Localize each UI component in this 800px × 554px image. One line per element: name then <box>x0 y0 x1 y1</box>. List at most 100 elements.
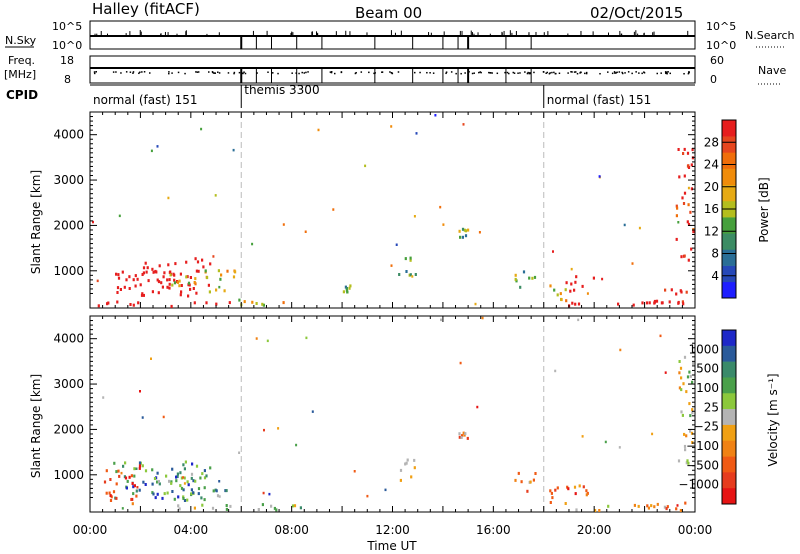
scatter-cell <box>682 202 686 205</box>
velocity-colorbar-swatch <box>722 409 736 426</box>
nave-point <box>129 71 132 73</box>
scatter-cell <box>109 478 112 481</box>
scatter-cell <box>317 128 320 132</box>
nave-point <box>616 71 618 74</box>
nave-point <box>508 72 510 75</box>
scatter-cell <box>666 505 669 509</box>
scatter-cell <box>162 415 165 419</box>
scatter-cell <box>170 480 173 484</box>
scatter-cell <box>653 299 657 303</box>
power-colorbar-swatch <box>722 136 736 153</box>
scatter-cell <box>664 288 667 292</box>
scatter-cell <box>688 370 691 374</box>
scatter-cell <box>574 492 577 496</box>
scatter-cell <box>263 428 265 432</box>
scatter-cell <box>251 300 254 304</box>
nave-point <box>95 71 97 73</box>
scatter-cell <box>208 290 211 294</box>
nave-point <box>548 72 551 75</box>
scatter-cell <box>533 275 537 279</box>
scatter-cell <box>413 466 416 470</box>
scatter-cell <box>224 489 227 493</box>
scatter-cell <box>136 277 139 281</box>
scatter-cell <box>681 300 684 304</box>
scatter-cell <box>144 261 147 265</box>
scatter-cell <box>262 303 265 307</box>
scatter-cell <box>582 485 585 489</box>
scatter-cell <box>118 214 121 218</box>
scatter-cell <box>215 489 218 493</box>
velocity-colorbar-swatch <box>722 456 736 473</box>
scatter-cell <box>526 489 529 493</box>
scatter-cell <box>125 278 128 282</box>
scatter-cell <box>186 480 189 484</box>
scatter-cell <box>685 290 688 294</box>
scatter-cell <box>219 277 222 281</box>
scatter-cell <box>189 287 192 291</box>
scatter-cell <box>467 228 470 232</box>
scatter-cell <box>277 427 280 430</box>
scatter-cell <box>203 469 206 473</box>
scatter-cell <box>238 451 241 454</box>
scatter-cell <box>691 408 694 412</box>
scatter-cell <box>177 495 180 499</box>
scatter-cell <box>107 301 110 305</box>
scatter-cell <box>481 316 484 320</box>
scatter-cell <box>390 125 393 128</box>
nave-point <box>217 71 219 73</box>
y-tick-label: 1000 <box>53 468 84 482</box>
nave-point <box>504 71 506 74</box>
nave-point <box>580 71 582 74</box>
scatter-cell <box>225 504 228 507</box>
scatter-cell <box>121 270 124 274</box>
scatter-cell <box>195 269 198 273</box>
scatter-cell <box>549 284 552 288</box>
nave-point <box>125 71 128 73</box>
nave-point <box>656 72 658 75</box>
power-colorbar-swatch <box>722 281 736 299</box>
scatter-cell <box>683 355 687 359</box>
scatter-cell <box>255 302 258 305</box>
velocity-colorbar-frame <box>721 329 737 505</box>
nave-point <box>471 72 474 75</box>
scatter-cell <box>409 258 412 262</box>
nave-tick-top: 60 <box>710 54 724 67</box>
scatter-cell <box>517 471 520 475</box>
nave-point <box>542 71 545 73</box>
nave-point <box>480 71 482 74</box>
scatter-cell <box>304 230 307 233</box>
scatter-cell <box>690 163 693 167</box>
scatter-cell <box>115 496 118 500</box>
scatter-cell <box>678 175 681 179</box>
nave-point <box>687 72 690 75</box>
nave-point <box>329 71 332 73</box>
nave-point <box>624 72 626 74</box>
scatter-cell <box>676 206 679 210</box>
scatter-cell <box>197 269 200 273</box>
scatter-cell <box>683 432 686 436</box>
power-colorbar-label: 28 <box>704 135 719 149</box>
power-colorbar-swatch <box>722 152 736 169</box>
cpid-segment-label: normal (fast) 151 <box>93 93 197 107</box>
nave-point <box>330 71 333 74</box>
scatter-cell <box>146 266 149 270</box>
scatter-cell <box>157 291 160 295</box>
scatter-cell <box>132 278 135 282</box>
scatter-cell <box>686 151 690 155</box>
scatter-cell <box>191 462 194 466</box>
scatter-cell <box>166 278 169 282</box>
scatter-cell <box>390 264 393 267</box>
nave-point <box>573 71 576 73</box>
velocity-colorbar-swatch <box>722 361 736 378</box>
scatter-cell <box>234 270 237 274</box>
scatter-cell <box>586 292 589 295</box>
scatter-cell <box>183 499 187 502</box>
scatter-cell <box>529 480 532 484</box>
scatter-cell <box>549 489 552 493</box>
scatter-cell <box>678 386 681 390</box>
scatter-cell <box>203 498 206 502</box>
scatter-cell <box>218 285 221 289</box>
scatter-cell <box>573 288 576 292</box>
scatter-cell <box>577 302 581 306</box>
scatter-cell <box>675 507 678 511</box>
